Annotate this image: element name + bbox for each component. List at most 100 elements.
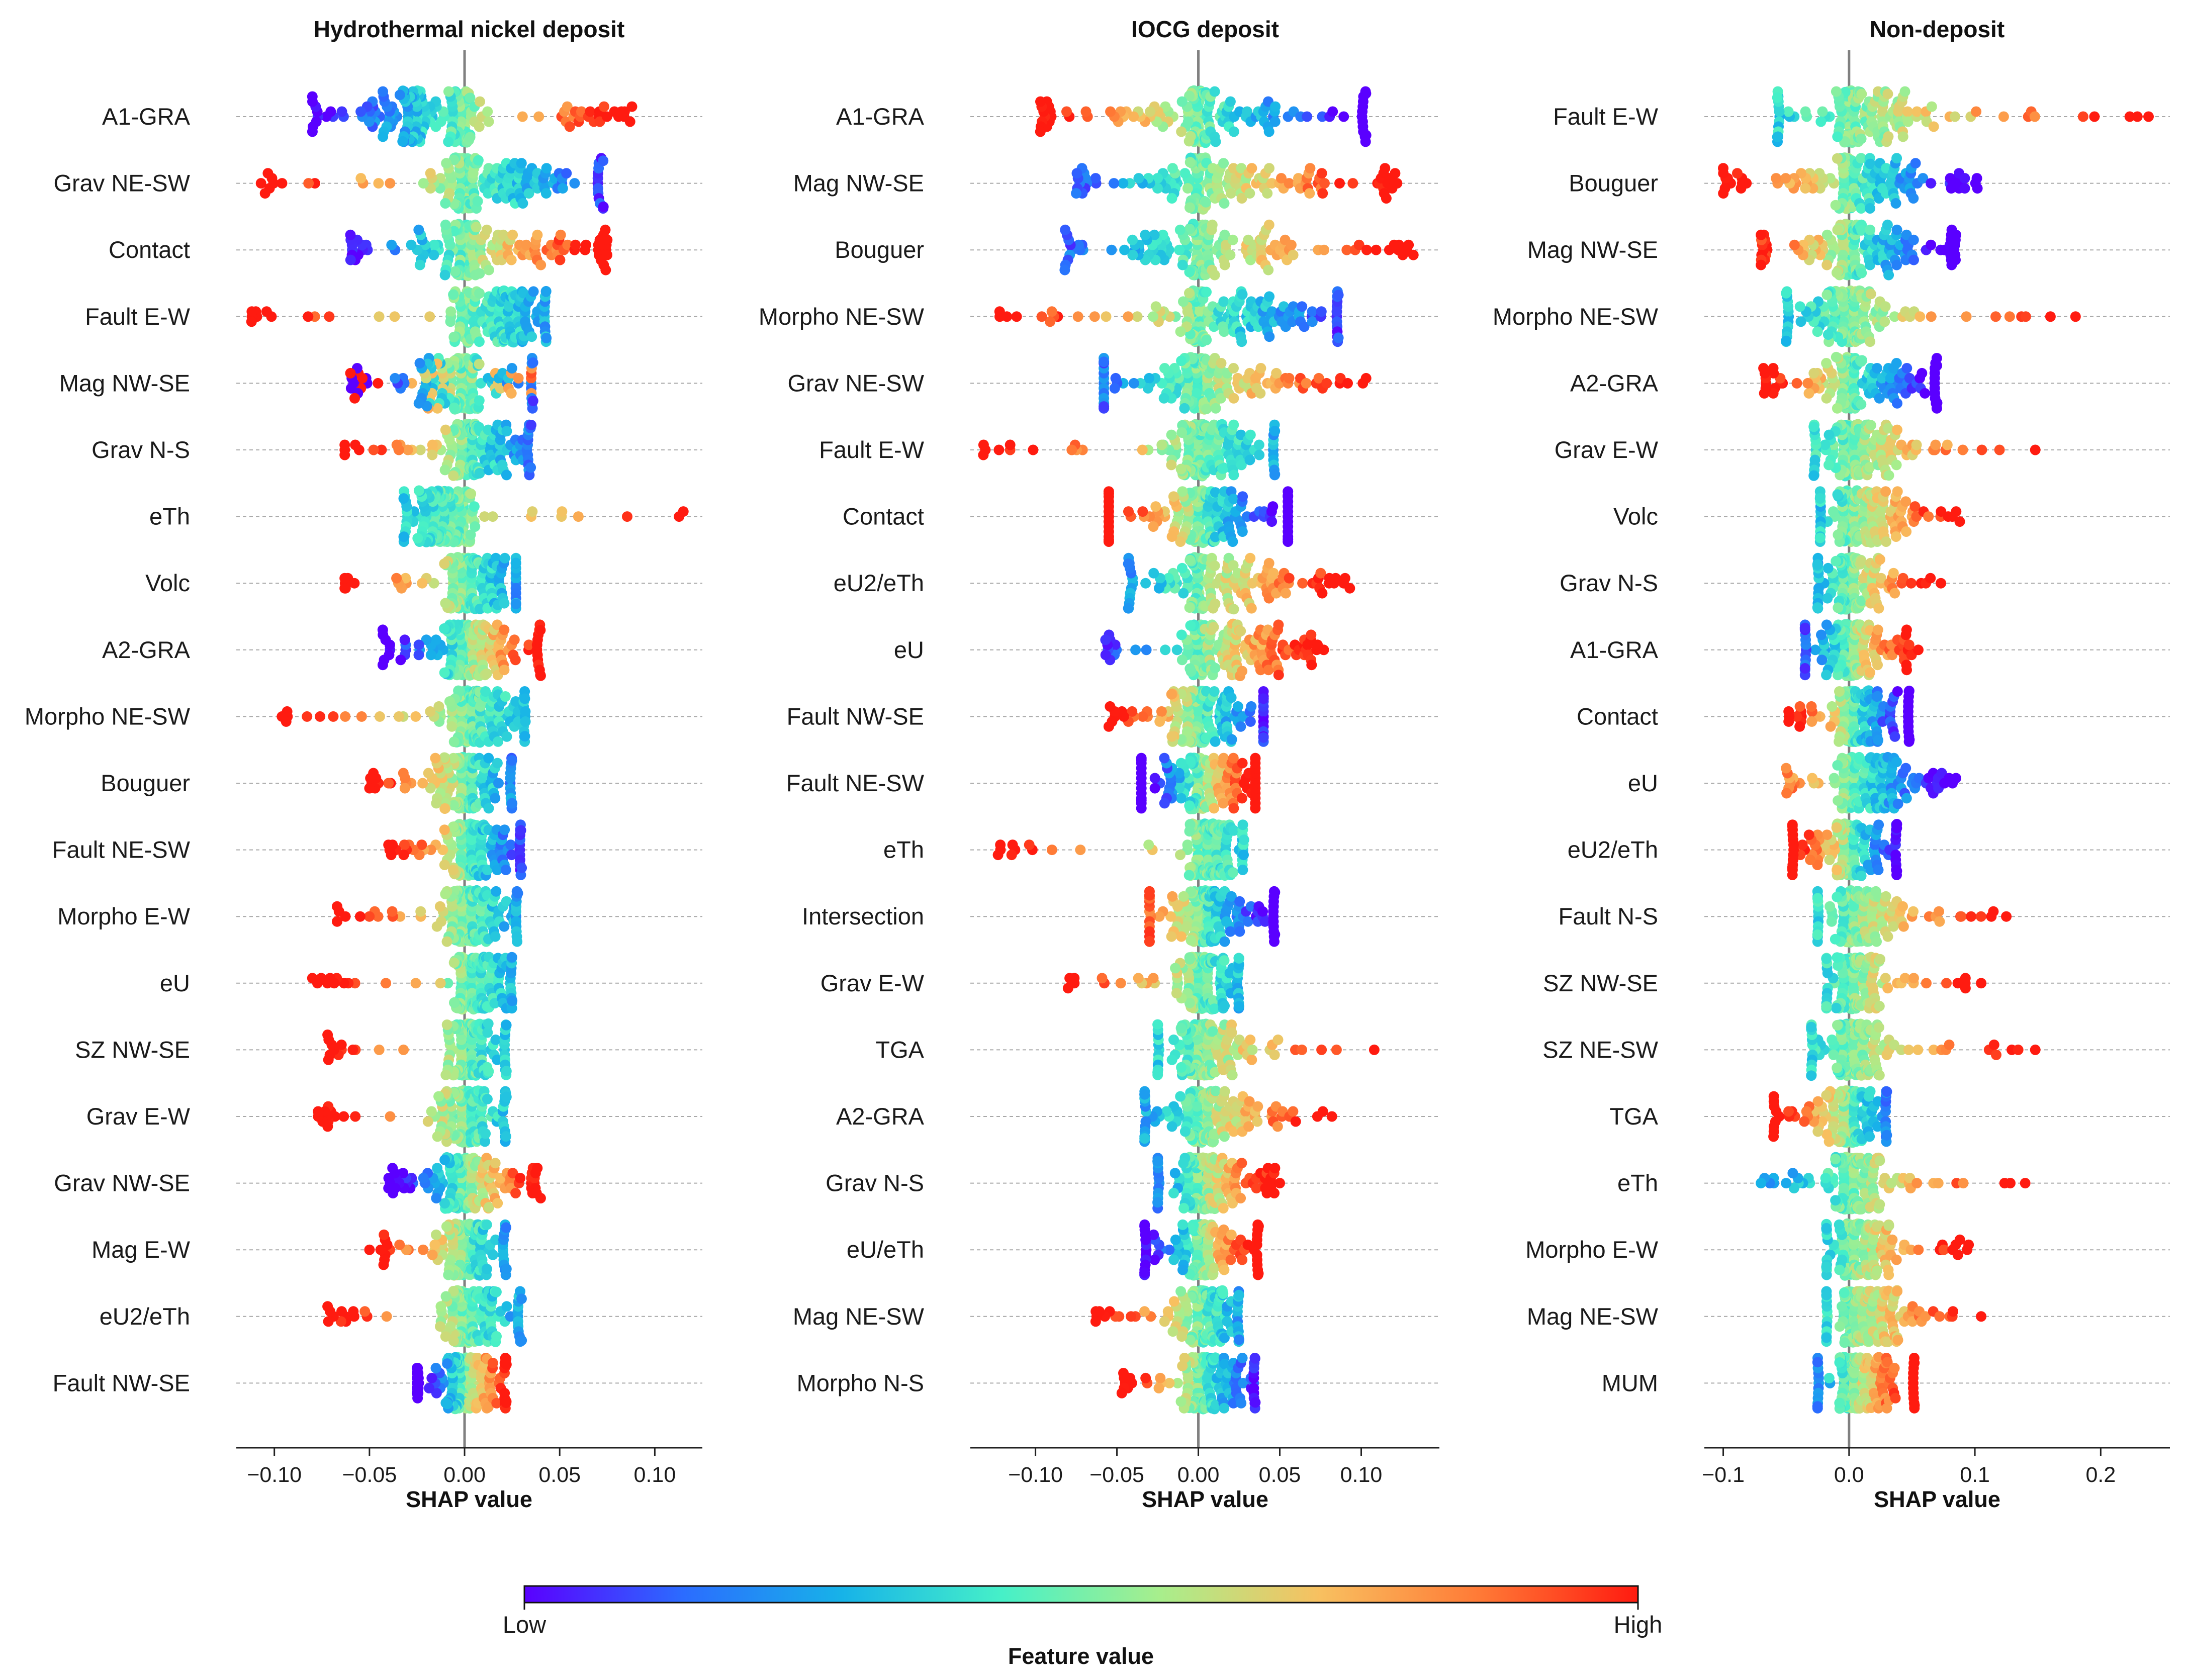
shap-point <box>1266 516 1278 527</box>
shap-point <box>1288 249 1299 260</box>
shap-point <box>480 1128 491 1139</box>
shap-point <box>373 378 384 389</box>
shap-point <box>1184 800 1195 811</box>
shap-point <box>422 1116 433 1127</box>
shap-point <box>499 665 510 676</box>
shap-point <box>1103 488 1114 499</box>
shap-point <box>532 1163 543 1174</box>
shap-point <box>1141 644 1152 656</box>
shap-point <box>506 363 517 374</box>
panel-title: IOCG deposit <box>1131 16 1279 42</box>
shap-point <box>359 1306 371 1317</box>
shap-point <box>1140 578 1151 589</box>
shap-point <box>262 168 274 179</box>
shap-point <box>324 311 335 322</box>
shap-point <box>521 239 532 250</box>
shap-point <box>1216 358 1227 368</box>
shap-point <box>1133 173 1144 184</box>
shap-point <box>1403 239 1414 250</box>
shap-point <box>350 439 361 450</box>
shap-point <box>412 533 423 544</box>
shap-point <box>375 1244 386 1255</box>
shap-point <box>481 1263 492 1274</box>
shap-point <box>440 1331 451 1342</box>
shap-point <box>1071 188 1082 199</box>
shap-point <box>510 655 521 666</box>
shap-point <box>345 383 356 394</box>
shap-point <box>425 649 436 661</box>
shap-point <box>432 403 443 414</box>
shap-point <box>435 1321 445 1332</box>
shap-point <box>527 396 538 406</box>
shap-point <box>355 173 367 184</box>
shap-point <box>391 439 402 450</box>
shap-point <box>1244 188 1255 199</box>
shap-point <box>1130 644 1141 656</box>
shap-point <box>440 598 451 609</box>
shap-point <box>374 1044 385 1055</box>
shap-point <box>417 778 428 789</box>
shap-point <box>449 266 461 277</box>
shap-point <box>535 625 546 635</box>
shap-point <box>402 444 413 455</box>
shap-point <box>1316 306 1327 317</box>
shap-point <box>557 506 568 517</box>
shap-point <box>364 1244 375 1255</box>
shap-point <box>426 1106 437 1117</box>
shap-point <box>515 1173 526 1184</box>
shap-point <box>1228 393 1239 404</box>
shap-point <box>1140 229 1151 240</box>
shap-point <box>602 234 613 245</box>
shap-point <box>340 711 351 722</box>
shap-point <box>540 286 552 297</box>
shap-point <box>1246 163 1257 174</box>
shap-point <box>1109 178 1120 189</box>
shap-point <box>383 839 394 851</box>
shap-point <box>501 1222 511 1233</box>
shap-point <box>555 229 566 240</box>
shap-point <box>307 973 318 984</box>
shap-point <box>377 624 388 635</box>
shap-point <box>425 783 436 794</box>
shap-point <box>1184 202 1195 213</box>
shap-point <box>1226 692 1237 703</box>
shap-point <box>430 1363 441 1373</box>
shap-point <box>500 865 511 875</box>
shap-point <box>1392 178 1403 189</box>
shap-point <box>1210 736 1221 747</box>
feature-label: Morpho NE-SW <box>25 703 191 729</box>
shap-point <box>394 89 405 101</box>
shap-point <box>1284 573 1295 584</box>
shap-point <box>1137 506 1148 517</box>
shap-point <box>506 952 517 963</box>
x-tick-label: −0.10 <box>247 1463 302 1487</box>
shap-point <box>1245 552 1256 564</box>
shap-point <box>1148 311 1158 322</box>
shap-point <box>417 578 428 589</box>
shap-point <box>1342 378 1353 389</box>
shap-point <box>1178 296 1189 307</box>
shap-point <box>439 269 450 281</box>
feature-label: Fault E-W <box>85 303 191 330</box>
shap-point <box>303 178 314 189</box>
shap-point <box>1244 454 1255 465</box>
shap-point <box>373 178 384 189</box>
shap-point <box>1253 439 1264 450</box>
shap-point <box>448 753 459 764</box>
shap-point <box>1228 470 1239 481</box>
shap-point <box>482 106 493 117</box>
shap-point <box>1258 732 1269 743</box>
shap-point <box>1218 158 1229 169</box>
shap-point <box>499 552 510 564</box>
shap-point <box>439 824 450 835</box>
shap-point <box>601 111 612 122</box>
shap-point <box>246 316 257 327</box>
shap-point <box>526 331 537 342</box>
shap-point <box>356 711 367 722</box>
shap-point <box>432 1163 443 1174</box>
shap-point <box>1268 568 1279 579</box>
shap-point <box>374 311 385 322</box>
shap-point <box>1128 378 1139 389</box>
shap-point <box>1237 526 1248 537</box>
shap-point <box>414 259 425 270</box>
